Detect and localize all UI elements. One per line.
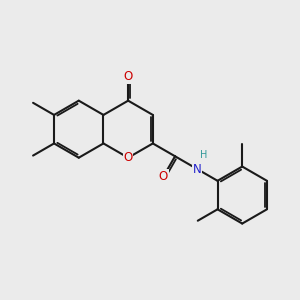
Text: O: O (159, 170, 168, 183)
Text: O: O (124, 70, 133, 83)
Text: H: H (200, 150, 208, 161)
Text: O: O (124, 151, 133, 164)
Text: N: N (193, 163, 202, 176)
